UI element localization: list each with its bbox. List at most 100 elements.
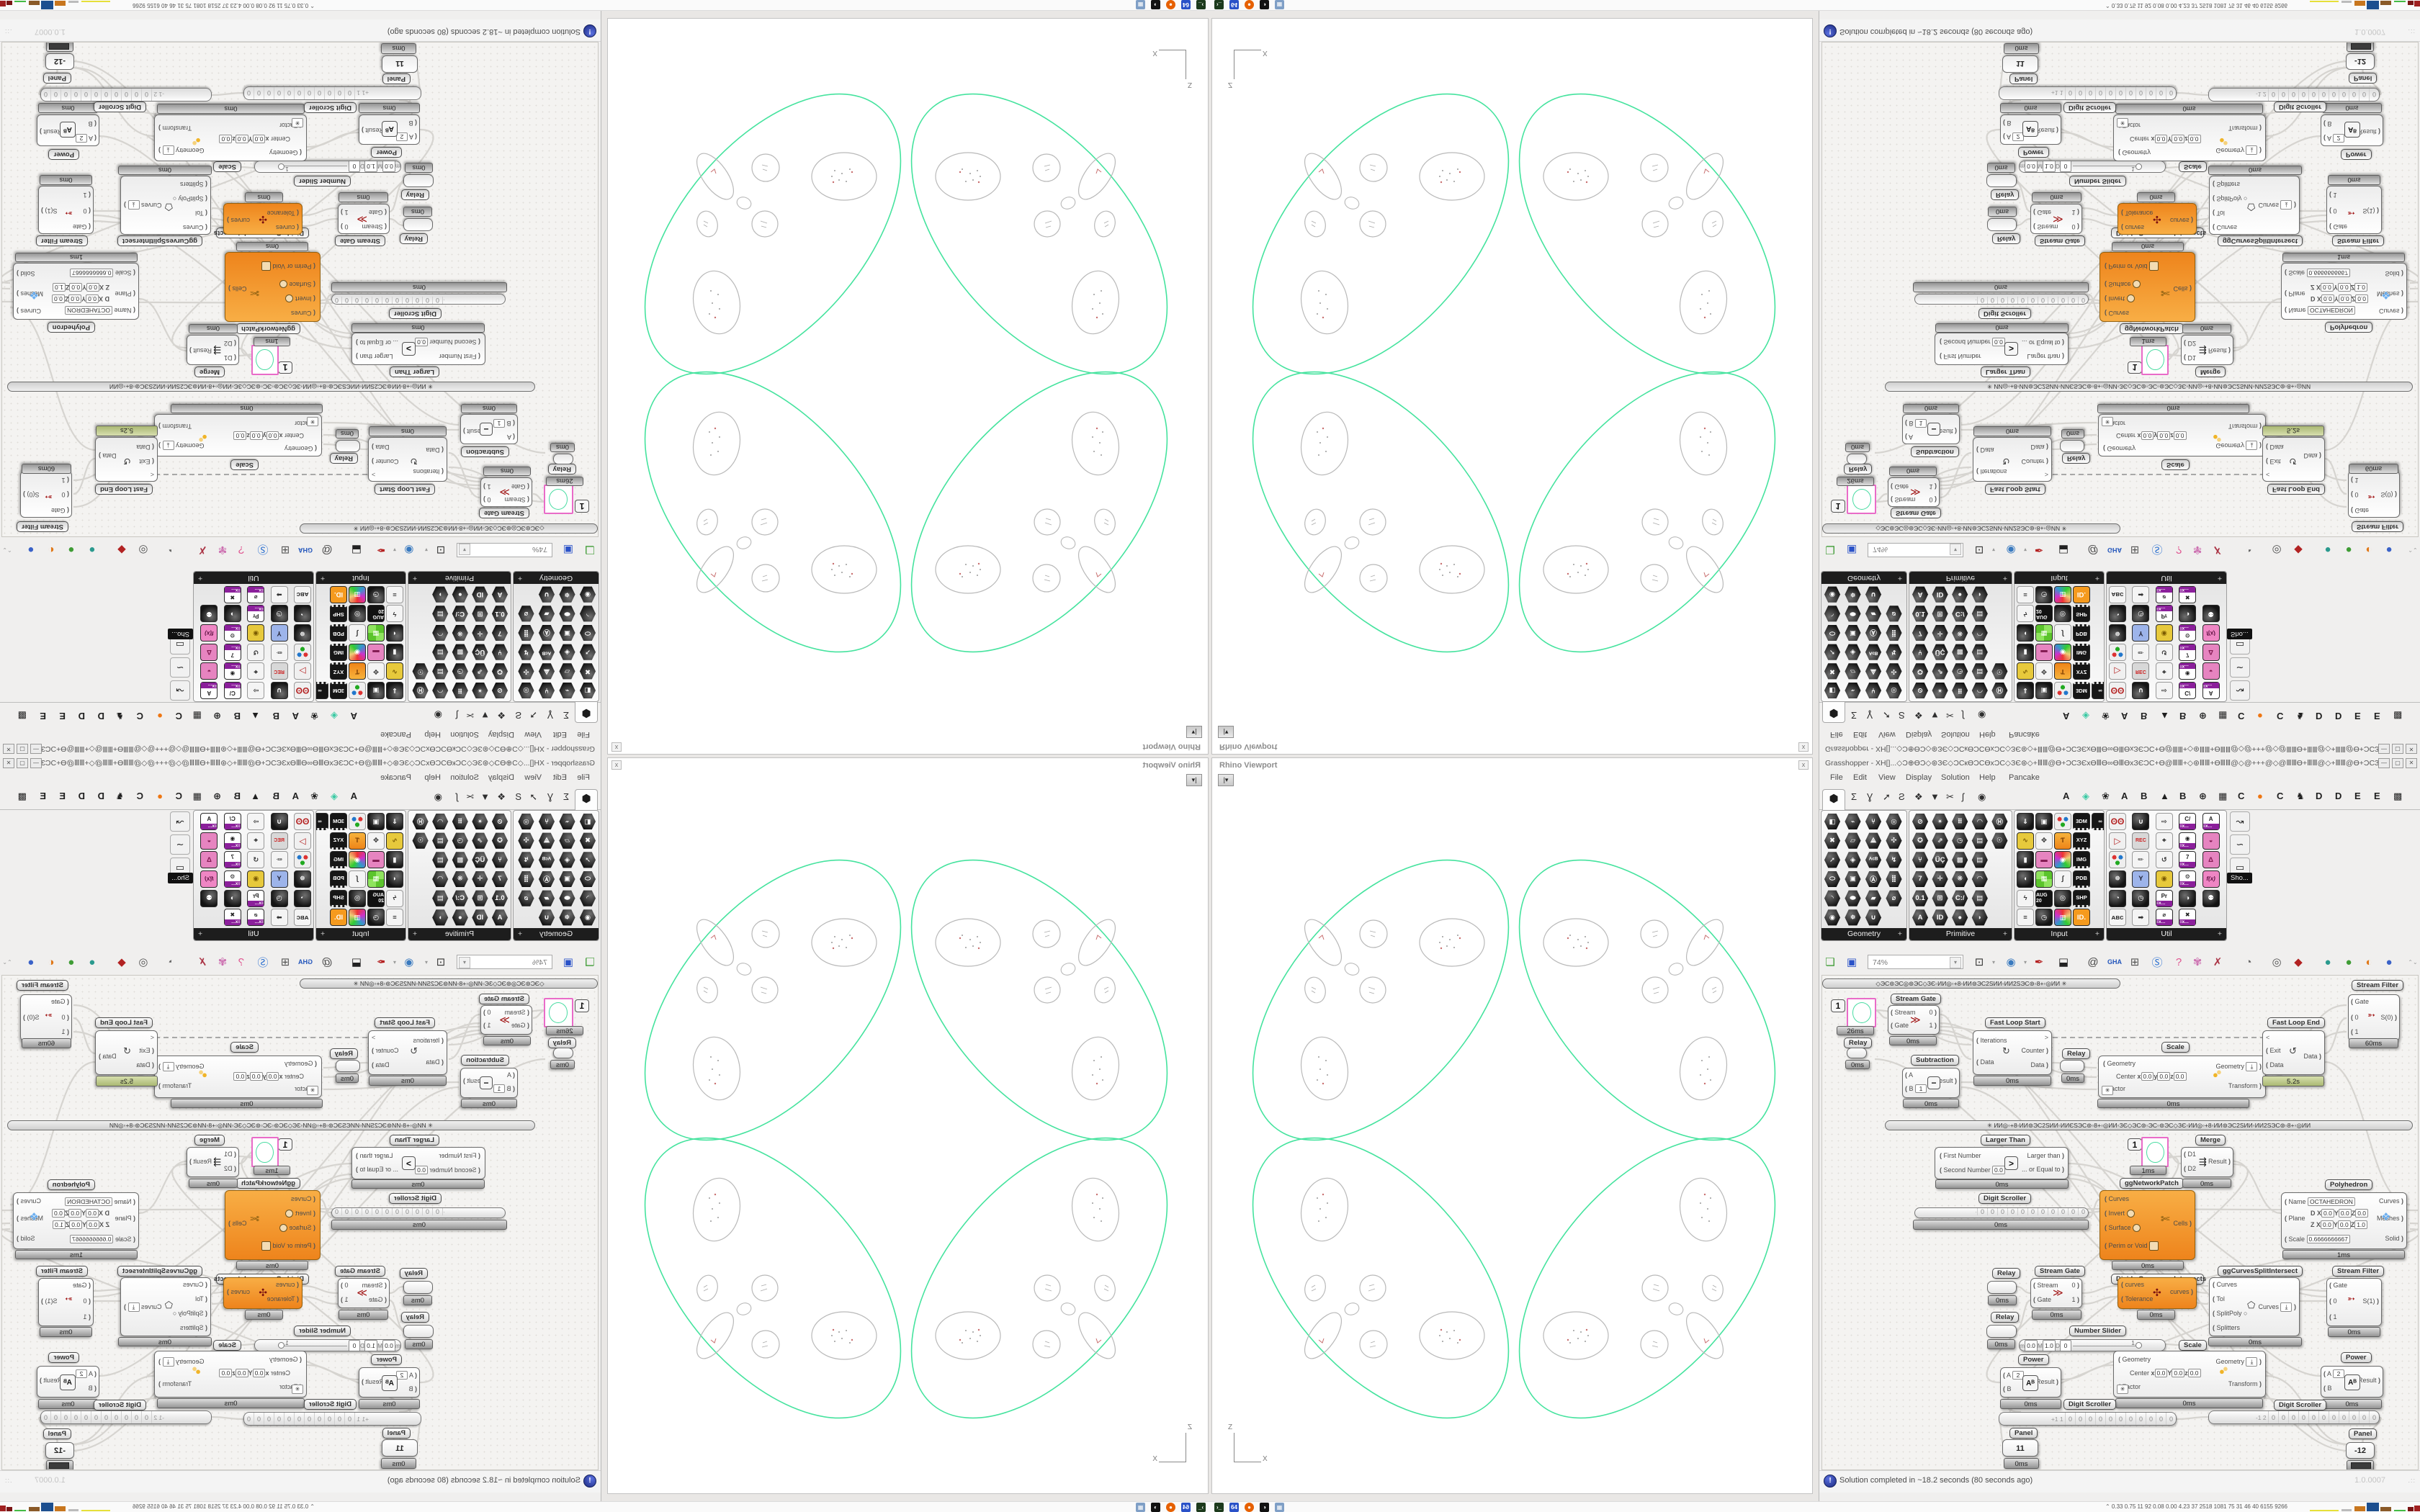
palette-icon[interactable]: ▣ [367, 682, 385, 699]
palette-icon[interactable]: ◷ [2035, 909, 2053, 927]
tab-letter-0[interactable]: A [2063, 711, 2070, 721]
palette-icon[interactable]: ▱ [1845, 662, 1862, 680]
palette-icon[interactable]: ▥ [349, 909, 366, 927]
cookie-icon[interactable]: ◔ [2245, 544, 2252, 557]
gift-icon[interactable]: ? [2175, 544, 2182, 557]
sphere-green-icon[interactable]: ● [68, 544, 75, 557]
palette-icon[interactable]: ◖ [2017, 870, 2034, 888]
tab-letter-16[interactable]: E [40, 711, 46, 721]
palette-icon[interactable]: C:/ [452, 605, 469, 622]
palette-icon[interactable]: ∞ [2092, 813, 2104, 830]
palette-icon[interactable]: ◠ [431, 624, 449, 642]
palette-icon[interactable]: ∫ [349, 870, 366, 888]
palette-icon[interactable]: ✴ [471, 682, 488, 699]
tab-letter-12[interactable]: ♞ [2296, 711, 2305, 721]
palette-icon[interactable]: ᴀʙᴄ [2109, 909, 2126, 927]
tab-letter-17[interactable]: ▩ [2393, 711, 2403, 721]
canvas-nav-widget[interactable] [49, 43, 69, 50]
balloons-icon[interactable]: ✾ [2192, 544, 2202, 556]
palette-icon[interactable]: ◖ [2017, 624, 2034, 642]
expand-icon[interactable]: + [198, 930, 203, 938]
palette-icon[interactable]: ✪ [491, 832, 508, 850]
tab-params-selected[interactable]: ⬢ [575, 789, 598, 810]
component-body[interactable]: ( Iterations( Data Counter ) Data ) > ↻ [368, 1030, 447, 1075]
component-body[interactable]: ( A( B 1 Result ) − [460, 414, 518, 444]
venn-icon[interactable]: ◎ [2272, 544, 2282, 556]
palette-icon[interactable]: ÜÇ [471, 644, 488, 661]
palette-icon[interactable]: ⠿ [452, 682, 469, 699]
palette-icon[interactable]: ➡ [2132, 585, 2150, 603]
gift-icon[interactable]: ? [238, 544, 245, 557]
palette-icon[interactable]: ◉ [579, 586, 596, 603]
tab-letter-6[interactable]: B [233, 791, 241, 801]
tab-icon-5[interactable]: ▼ [480, 710, 490, 721]
palette-icon[interactable]: ✛ [471, 870, 488, 888]
palette-icon[interactable]: ▰ [538, 605, 555, 622]
palette-icon[interactable]: ◒ [2202, 662, 2220, 680]
palette-icon[interactable]: ⬭ [1824, 870, 1841, 888]
tab-letter-15[interactable]: E [2354, 791, 2361, 801]
palette-icon[interactable]: ↺ [2155, 643, 2173, 661]
menu-solution[interactable]: Solution [1941, 773, 1970, 782]
expand-icon[interactable]: + [2217, 574, 2222, 582]
palette-icon[interactable]: ⇨ [247, 813, 265, 830]
input-value-box[interactable]: 1 [2128, 1138, 2142, 1151]
palette-icon[interactable]: ➚ [579, 644, 596, 661]
extra-icon-0[interactable]: ↝ [2230, 811, 2250, 832]
palette-icon[interactable]: ❅ [559, 586, 576, 603]
palette-icon[interactable]: ◷ [367, 909, 385, 927]
palette-icon[interactable]: Ⓐ [538, 624, 555, 642]
component-body[interactable]: ( curves( Tolerance curves ) ✣ [2118, 1277, 2197, 1309]
maximize-button[interactable]: ▢ [2392, 744, 2403, 754]
group-rail[interactable]: ◇ЭС⊚ЭС◎⊚ЭС◇ЗЄ◦ИИ◎◦+8◦ИИ⊚ЭС2ЅИИ◦ИИ2ЅЭС⊚◦8… [300, 978, 598, 989]
palette-icon[interactable]: f(x) [2202, 624, 2220, 642]
palette-icon[interactable]: Ⓐ [538, 870, 555, 888]
gem-icon[interactable]: ◆ [117, 544, 126, 556]
component-body[interactable]: ( Curves( Tol( SplitPoly ○( Splitters Cur… [2209, 1277, 2300, 1336]
palette-icon[interactable]: ◷ [452, 662, 469, 680]
component-body[interactable]: ( Iterations( Data Counter ) Data ) > ↻ [1973, 437, 2052, 482]
palette-icon[interactable]: ◷ [270, 889, 288, 907]
close-button[interactable]: ✕ [2406, 758, 2417, 768]
palette-icon[interactable]: ∫ [2054, 870, 2071, 888]
palette-icon[interactable]: 7 [2179, 851, 2197, 869]
palette-icon[interactable]: ⬬ [1845, 890, 1861, 906]
tab-letter-17[interactable]: ▩ [17, 791, 27, 801]
chevron-down-icon[interactable]: ▾ [1950, 957, 1961, 968]
menu-pancake[interactable]: Pancake [2009, 773, 2040, 782]
palette-icon[interactable]: ⇨ [2155, 813, 2173, 830]
palette-icon[interactable]: ⌁ [559, 813, 576, 830]
palette-icon[interactable]: ⚛ [294, 851, 311, 869]
extra-icon-0[interactable]: ↝ [170, 680, 190, 701]
palette-icon[interactable]: ID. [330, 585, 347, 603]
palette-icon[interactable]: ⚙ [223, 624, 241, 642]
tab-letter-12[interactable]: ♞ [115, 711, 124, 721]
palette-icon[interactable]: ✥ [367, 832, 385, 850]
palette-icon[interactable]: ⑂ [491, 851, 508, 868]
palette-icon[interactable]: ⇓ [2017, 682, 2034, 699]
palette-icon[interactable]: ✪ [1912, 832, 1929, 849]
palette-icon[interactable]: ⌁ [559, 682, 576, 699]
palette-icon[interactable]: ▤ [1971, 852, 1988, 868]
palette-icon[interactable]: ◠ [1971, 624, 1989, 642]
palette-icon[interactable]: ∪ [1865, 909, 1882, 926]
chevron-down-icon[interactable]: ▾ [425, 546, 429, 554]
palette-icon[interactable]: IMG [2073, 643, 2090, 661]
new-window-icon[interactable]: ⊞ [2130, 956, 2140, 968]
tab-icon-5[interactable]: ▼ [1930, 710, 1940, 721]
zoom-fit-icon[interactable]: ⊡ [436, 956, 446, 968]
palette-icon[interactable]: ∫ [2054, 624, 2071, 642]
cookie-icon[interactable]: ◔ [2245, 955, 2252, 968]
palette-icon[interactable]: ∞ [2092, 682, 2105, 699]
terminal-icon[interactable]: ›_ [1196, 1503, 1206, 1512]
component-body[interactable]: <( Exit( Data Data ) ↺ [2262, 1030, 2325, 1075]
save-file-icon[interactable]: ▣ [563, 956, 574, 968]
tab-params-selected[interactable]: ⬢ [1822, 789, 1845, 810]
component-body[interactable]: ( Stream( Gate 0 ) 1 ) ≫ [338, 1278, 390, 1308]
